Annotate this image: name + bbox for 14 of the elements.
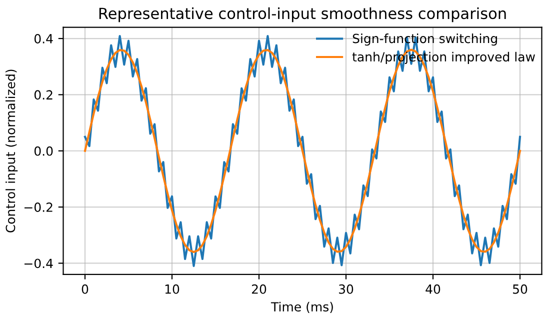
x-axis-title: Time (ms) — [270, 302, 333, 313]
x-tick-label: 20 — [252, 284, 266, 294]
x-tick-label: 40 — [426, 284, 440, 294]
y-tick-label: 0.0 — [34, 146, 53, 156]
x-tick-label: 0 — [82, 284, 88, 294]
x-tick-label: 50 — [513, 284, 528, 294]
x-tick-label: 10 — [165, 284, 180, 294]
x-tick-label: 30 — [339, 284, 354, 294]
y-axis-title: Control input (normalized) — [6, 70, 18, 232]
y-tick-label: −0.4 — [24, 258, 53, 268]
y-tick-label: 0.2 — [34, 90, 52, 100]
y-tick-label: 0.4 — [34, 34, 53, 44]
chart-title: Representative control-input smoothness comparison — [99, 7, 506, 22]
y-tick-label: −0.2 — [24, 202, 52, 212]
